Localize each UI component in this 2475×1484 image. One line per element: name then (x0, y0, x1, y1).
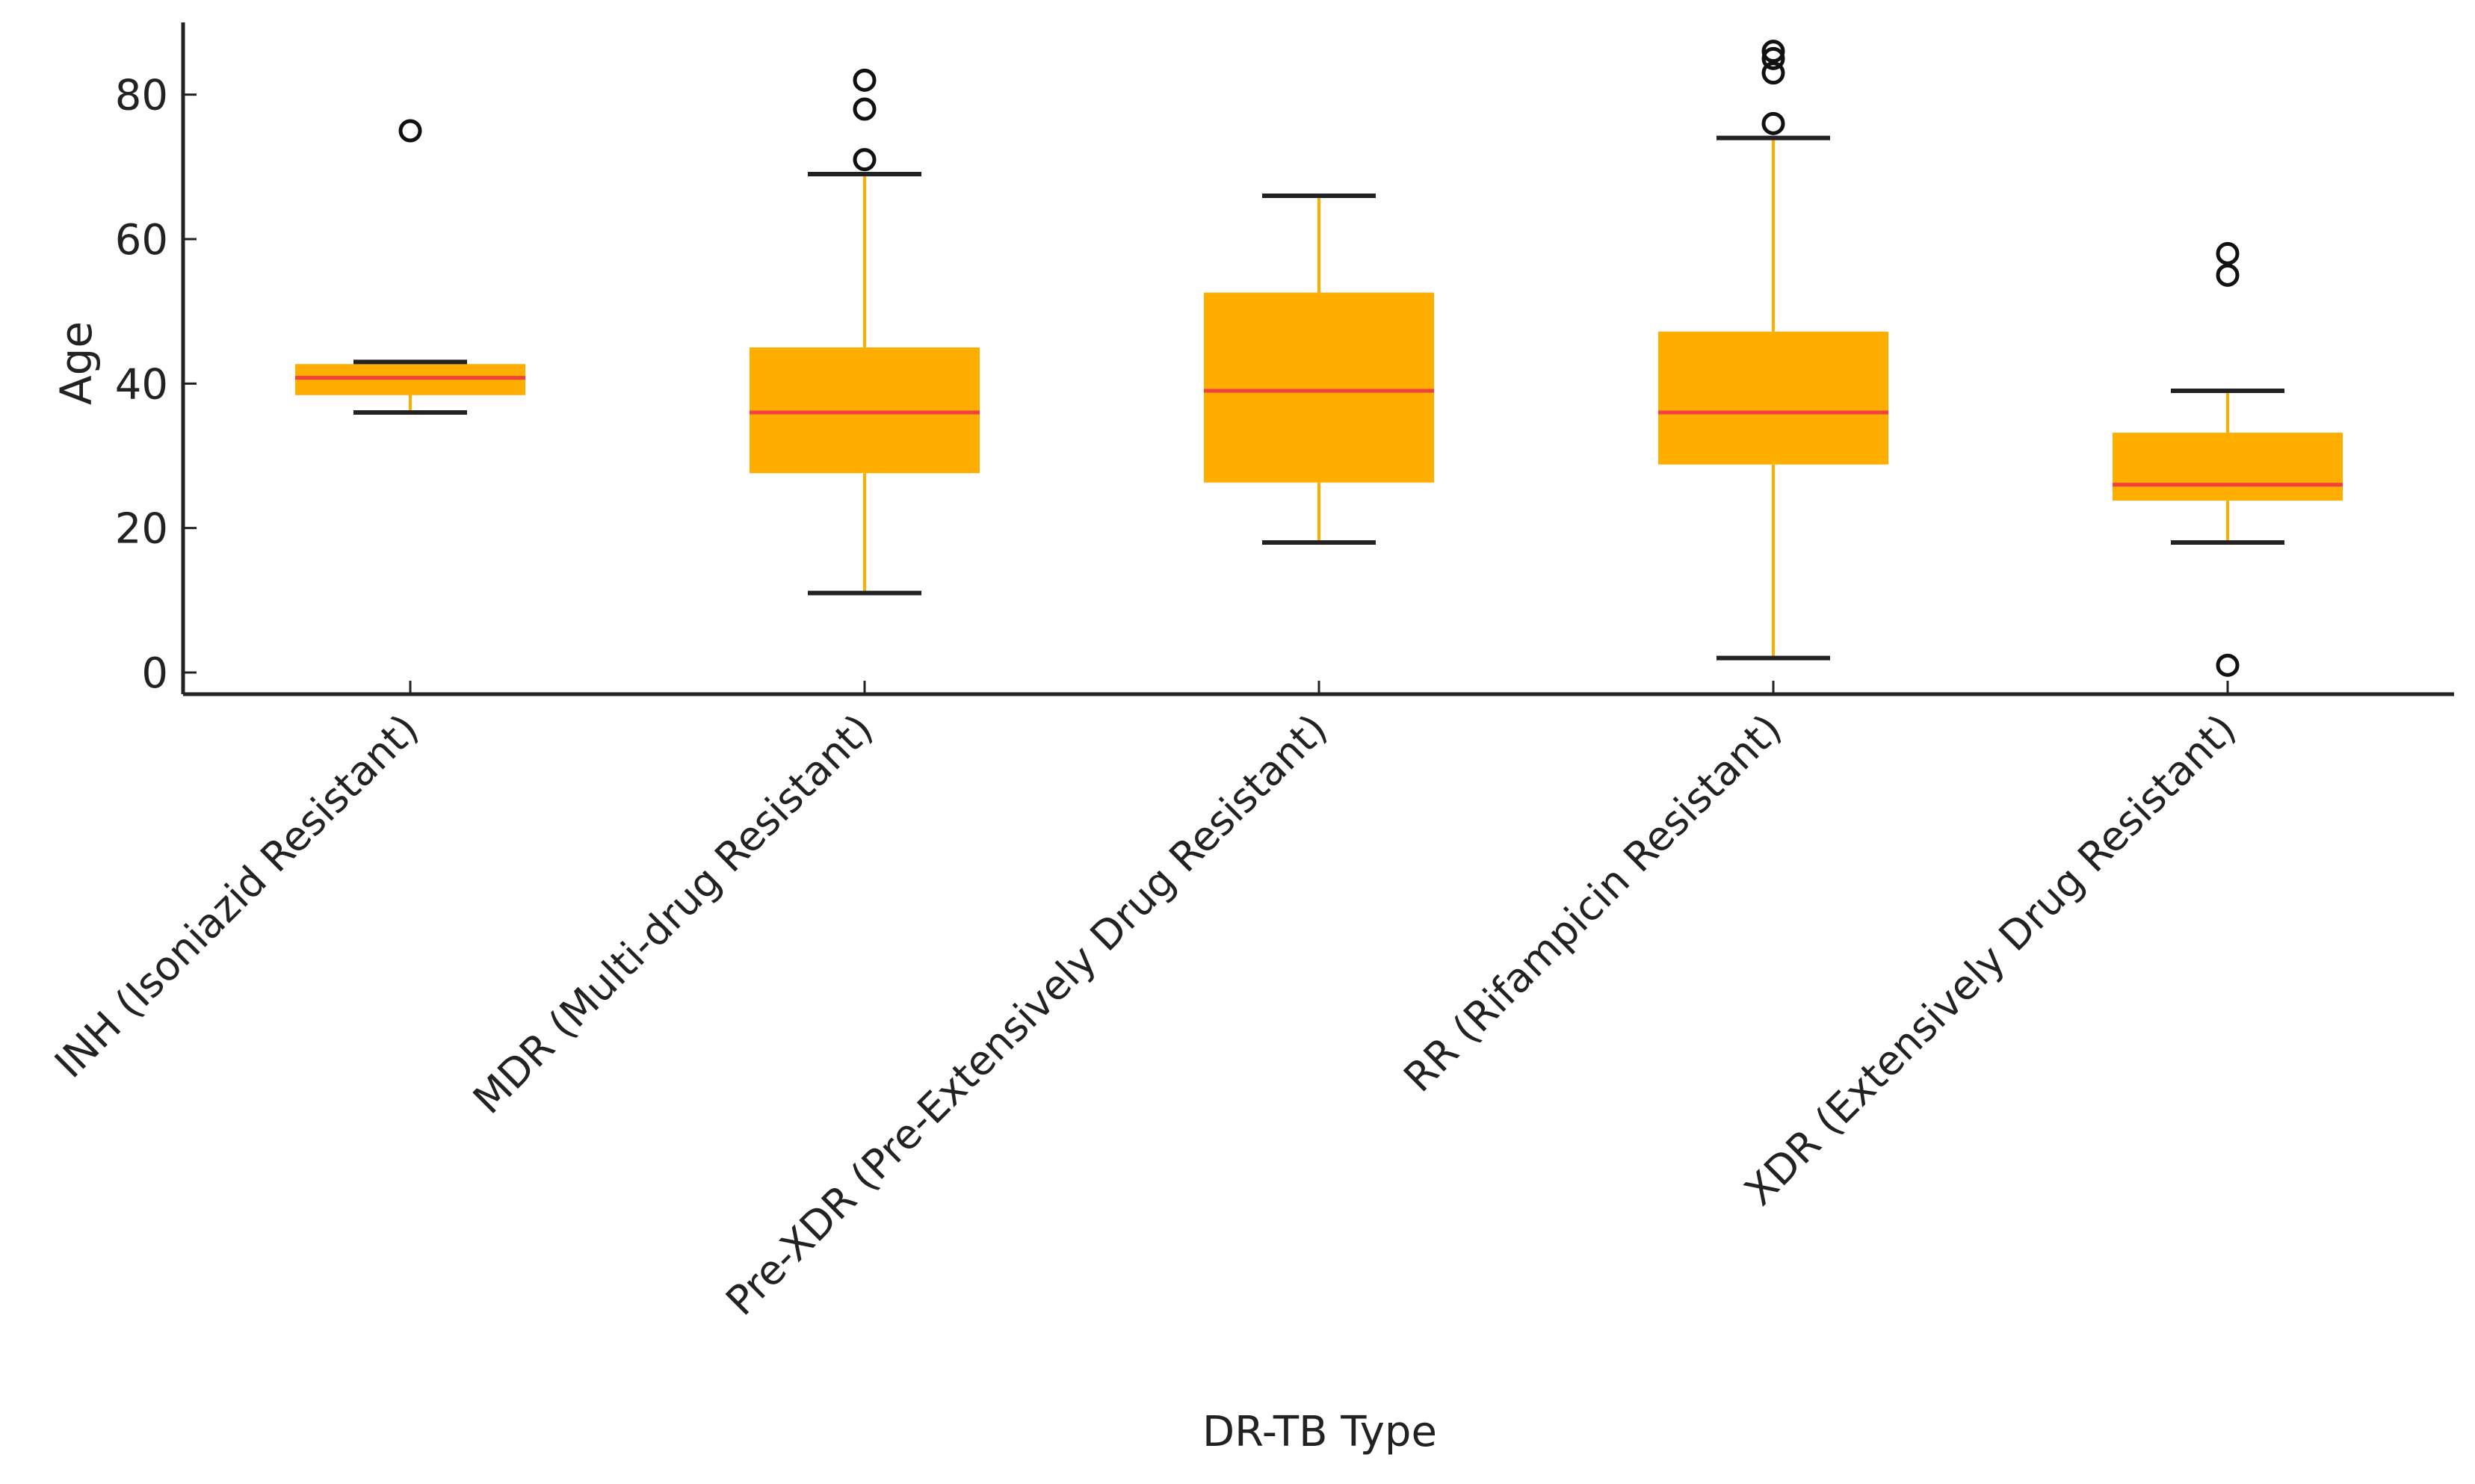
plot-marks (295, 40, 2343, 677)
box-group-2 (1204, 194, 1434, 545)
box-group-3 (1658, 40, 1888, 661)
box (2113, 433, 2343, 501)
outlier-point (1761, 40, 1785, 64)
y-tick-label: 80 (115, 72, 168, 120)
y-tick-label: 0 (141, 649, 168, 698)
box-group-0 (295, 119, 525, 415)
x-tick-label: XDR (Extensively Drug Resistant) (1735, 705, 2245, 1215)
axes: INH (Isoniazid Resistant) MDR (Multi-drug… (46, 22, 2454, 1325)
y-axis-label: Age (51, 321, 102, 405)
box (750, 347, 980, 474)
box-group-1 (750, 68, 980, 596)
outlier-point (853, 97, 877, 121)
y-tick-label: 20 (115, 505, 168, 554)
outlier-point (2216, 241, 2240, 265)
x-tick-label: INH (Isoniazid Resistant) (46, 705, 427, 1087)
outlier-point (1761, 61, 1785, 85)
outlier-point (1761, 111, 1785, 135)
x-tick-label: RR (Rifampicin Resistant) (1394, 705, 1790, 1101)
y-tick-label: 60 (115, 216, 168, 265)
outlier-point (853, 68, 877, 92)
outlier-point (2216, 653, 2240, 677)
x-axis-label: DR-TB Type (1202, 1408, 1437, 1456)
box (1658, 331, 1888, 465)
box-group-4 (2113, 241, 2343, 677)
outlier-point (398, 119, 422, 143)
x-tick-label: MDR (Multi-drug Resistant) (464, 705, 882, 1123)
outlier-point (1761, 46, 1785, 70)
y-tick-label: 40 (115, 360, 168, 409)
outlier-point (853, 148, 877, 172)
box (1204, 292, 1434, 483)
outlier-point (2216, 263, 2240, 287)
